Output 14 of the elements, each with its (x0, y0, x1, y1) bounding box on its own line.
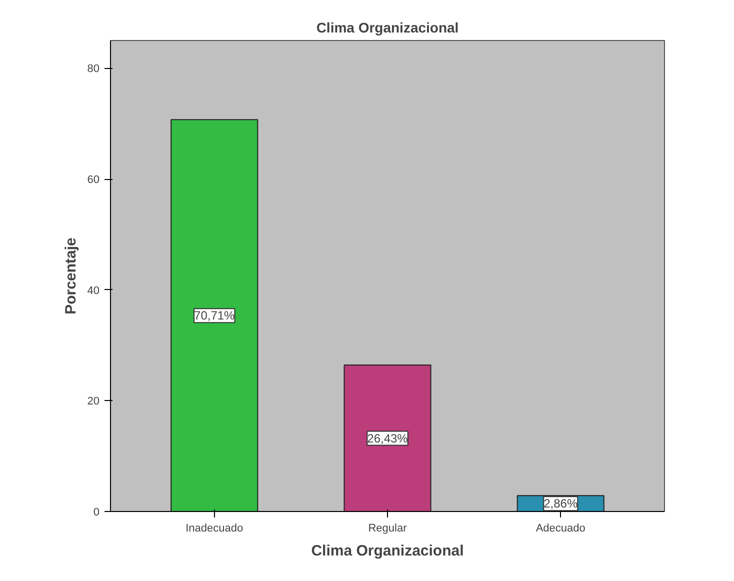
y-tick-label: 60 (87, 174, 100, 186)
y-tick-label: 0 (93, 506, 100, 518)
y-axis-title: Porcentaje (62, 238, 80, 314)
data-label: 26,43% (367, 431, 408, 446)
bar (344, 364, 432, 512)
x-axis-title: Clima Organizacional (311, 542, 464, 560)
y-tick-label: 80 (87, 63, 100, 76)
chart-title: Clima Organizacional (316, 20, 459, 36)
x-tick-label: Regular (368, 522, 408, 534)
bar (170, 119, 258, 512)
x-tick-label: Inadecuado (186, 522, 244, 534)
x-tick-label: Adecuado (536, 522, 586, 534)
y-tick-label: 40 (87, 284, 100, 297)
y-tick-label: 20 (87, 396, 100, 408)
